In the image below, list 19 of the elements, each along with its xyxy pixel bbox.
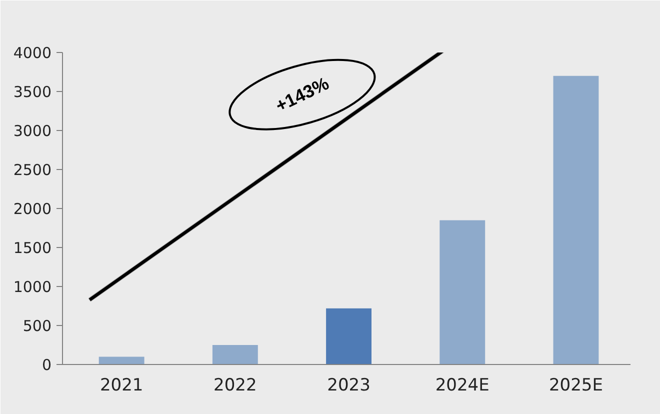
bar [212, 345, 258, 364]
y-tick-label: 2500 [13, 161, 52, 179]
y-tick-label: 2000 [13, 200, 52, 218]
y-tick-label: 3000 [13, 122, 52, 140]
y-tick-label: 3500 [13, 83, 52, 101]
y-tick-label: 500 [22, 317, 52, 335]
x-tick-label: 2022 [214, 376, 257, 396]
y-tick-label: 1500 [13, 239, 52, 257]
bar [553, 76, 599, 364]
bar [98, 356, 144, 364]
x-tick-label: 2021 [100, 376, 144, 396]
bar [326, 308, 372, 364]
y-tick-label: 1000 [13, 278, 52, 296]
x-tick-label: 2025E [548, 376, 603, 396]
x-tick-label: 2023 [327, 376, 370, 396]
y-tick-label: 4000 [13, 44, 52, 62]
bar [440, 220, 486, 364]
y-tick-label: 0 [42, 356, 52, 374]
x-tick-label: 2024E [435, 376, 490, 396]
